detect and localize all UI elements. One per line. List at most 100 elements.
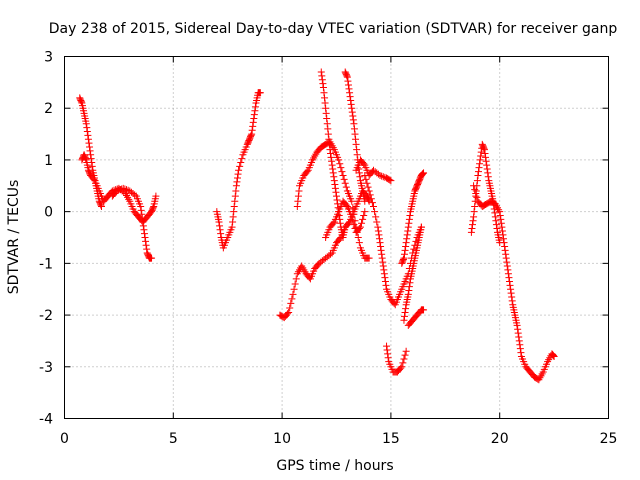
data-point: [356, 173, 364, 181]
data-point: [400, 355, 408, 363]
data-point: [480, 146, 488, 154]
data-point: [473, 177, 481, 185]
data-point: [289, 290, 297, 298]
data-point: [492, 217, 500, 225]
data-point: [328, 157, 336, 165]
data-point: [514, 325, 522, 333]
data-point: [326, 146, 334, 154]
x-tick-label: 0: [60, 431, 69, 447]
data-point: [476, 160, 484, 168]
data-point: [399, 359, 407, 367]
data-point: [361, 171, 369, 179]
data-point: [401, 250, 408, 258]
data-point: [515, 337, 523, 345]
data-point: [236, 162, 244, 170]
data-point: [475, 164, 483, 172]
x-tick-label: 15: [382, 431, 400, 447]
data-point: [382, 281, 390, 289]
data-point: [237, 159, 245, 167]
data-point: [376, 239, 384, 247]
data-point: [215, 218, 223, 226]
data-point: [379, 173, 387, 181]
data-point: [229, 213, 237, 221]
data-point: [339, 171, 347, 179]
series-track-12: [383, 342, 410, 376]
data-point: [402, 239, 410, 247]
data-point: [383, 342, 391, 350]
y-tick-label: -4: [39, 412, 53, 428]
data-point: [328, 161, 336, 169]
data-point: [347, 100, 355, 108]
data-point: [256, 89, 264, 97]
data-point: [348, 213, 356, 221]
data-point: [325, 140, 333, 148]
series-track-6: [293, 138, 373, 262]
data-point: [294, 197, 302, 205]
data-point: [377, 246, 385, 254]
data-point: [216, 226, 224, 234]
data-point: [406, 212, 414, 220]
data-point: [371, 208, 379, 216]
data-point: [470, 213, 478, 221]
data-point: [381, 277, 389, 285]
data-point: [384, 354, 392, 362]
data-point: [502, 254, 510, 262]
data-point: [350, 221, 358, 229]
data-point: [355, 224, 363, 232]
data-point: [365, 254, 373, 262]
x-tick-label: 5: [169, 431, 178, 447]
x-tick-labels: 0 5 10 15 20 25: [60, 431, 617, 447]
data-point: [364, 183, 372, 191]
data-point: [336, 235, 344, 243]
data-point: [292, 275, 300, 283]
data-point: [231, 192, 239, 200]
y-tick-labels: -4 -3 -2 -1 0 1 2 3: [39, 50, 53, 428]
data-point: [483, 161, 491, 169]
data-point: [493, 224, 501, 232]
data-point: [514, 329, 522, 337]
data-point: [484, 169, 492, 177]
data-point: [516, 341, 524, 349]
data-point: [143, 245, 151, 253]
data-point: [472, 190, 480, 198]
data-point: [476, 156, 484, 164]
data-point: [362, 175, 370, 183]
data-point: [355, 239, 363, 247]
data-point: [140, 230, 148, 238]
data-point: [499, 231, 507, 239]
data-point: [358, 219, 366, 227]
data-point: [550, 352, 558, 360]
data-point: [373, 218, 381, 226]
data-point: [319, 80, 327, 88]
data-point: [217, 230, 225, 238]
data-point: [353, 146, 361, 154]
data-point: [346, 93, 354, 101]
data-point: [287, 299, 295, 307]
series-track-8: [322, 197, 369, 241]
data-point: [131, 191, 139, 199]
data-point: [322, 104, 330, 112]
data-point: [405, 215, 413, 223]
data-point: [116, 186, 124, 194]
axis-ticks: [64, 56, 609, 419]
data-point: [374, 223, 382, 231]
data-point: [473, 193, 481, 201]
data-point: [503, 258, 511, 266]
data-point: [367, 195, 375, 203]
data-point: [403, 235, 411, 243]
data-point: [83, 127, 91, 135]
data-point: [229, 218, 237, 226]
data-point: [138, 214, 146, 222]
y-tick-label: 2: [44, 101, 53, 117]
data-point: [291, 280, 299, 288]
data-point: [471, 202, 479, 210]
data-point: [232, 182, 240, 190]
data-point: [404, 223, 412, 231]
data-point: [372, 213, 380, 221]
data-point: [121, 185, 129, 193]
data-point: [496, 208, 504, 216]
data-point: [405, 287, 413, 295]
data-point: [82, 120, 90, 128]
data-point: [507, 285, 515, 293]
data-point: [216, 222, 224, 230]
